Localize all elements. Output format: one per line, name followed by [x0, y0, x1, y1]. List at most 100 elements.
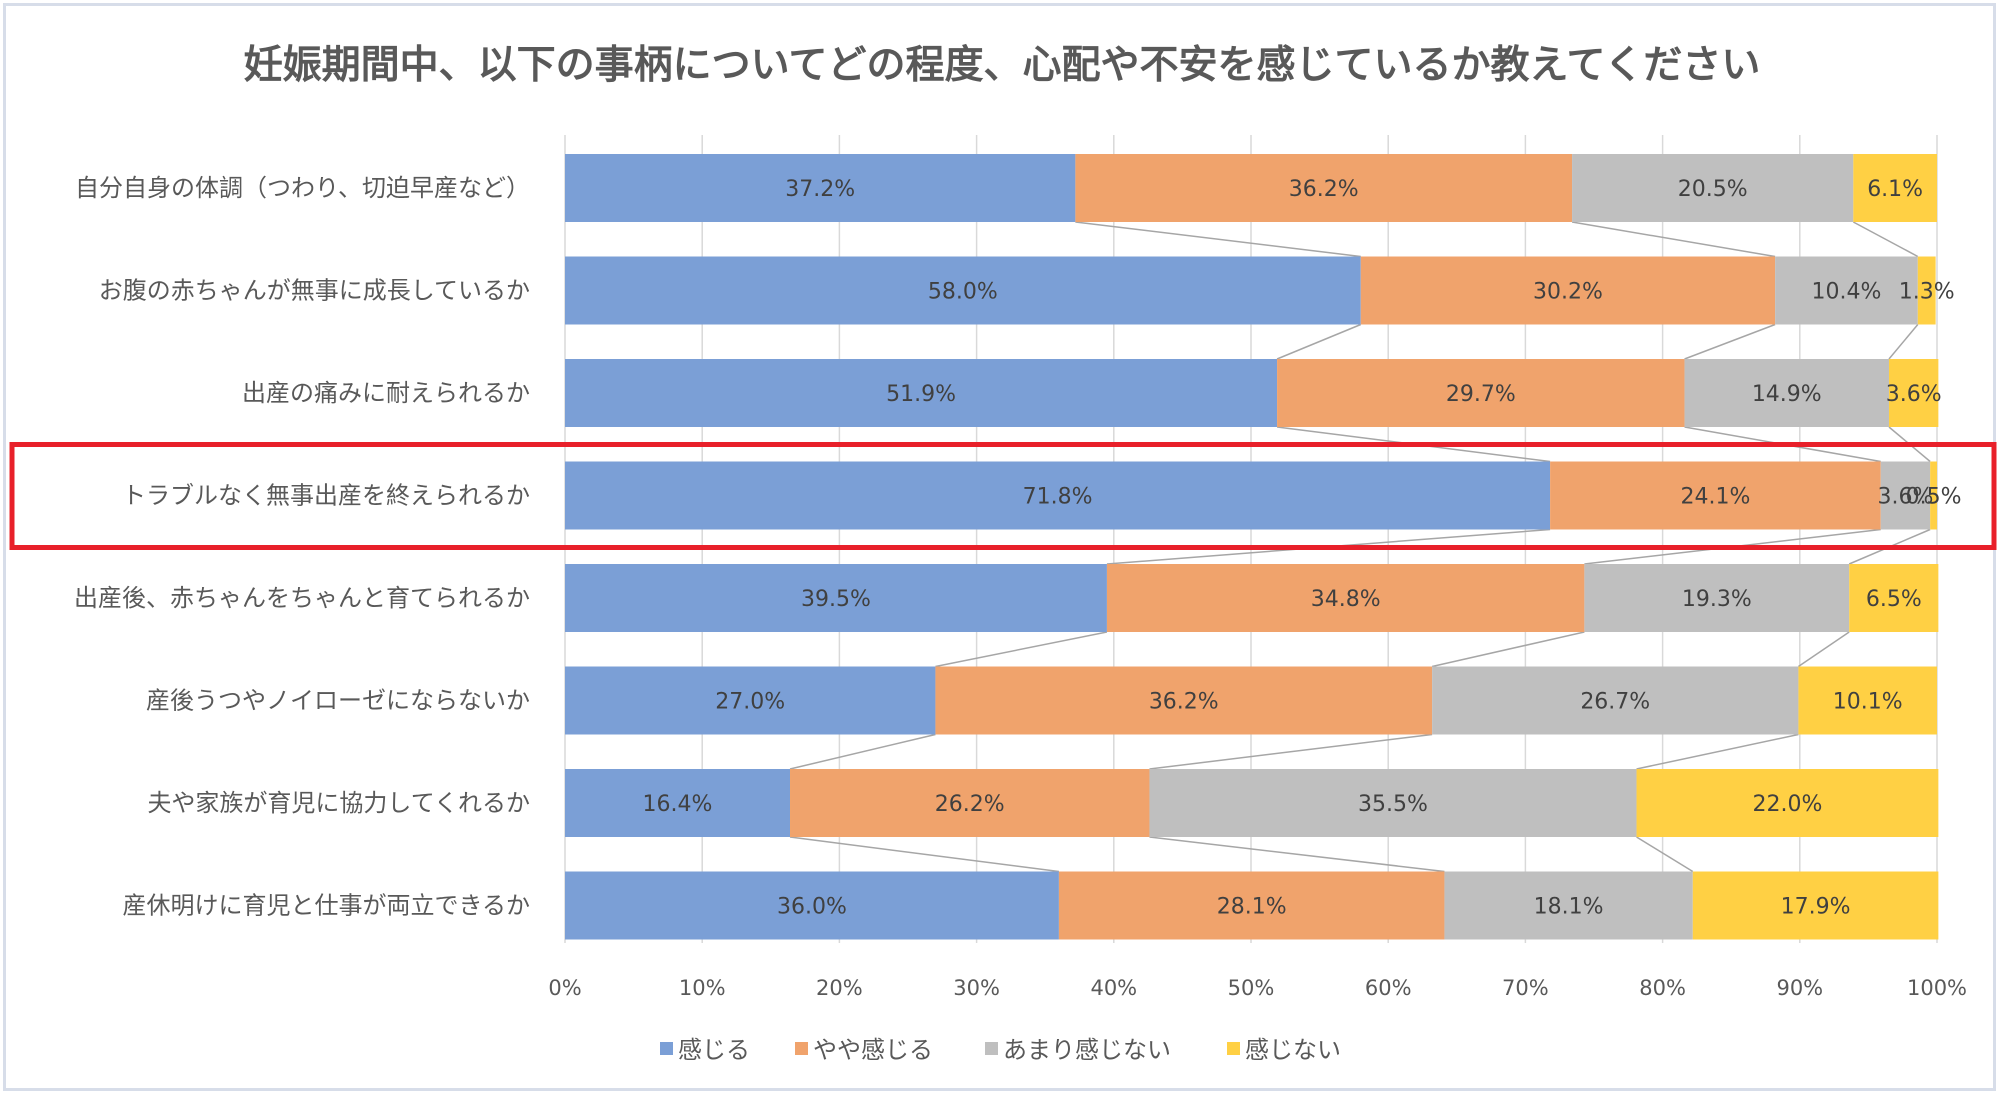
bar-segment	[1550, 461, 1881, 530]
bar-segment	[1692, 871, 1939, 940]
series-line	[1571, 221, 1776, 258]
series-line	[1276, 323, 1362, 360]
series-line	[789, 836, 1060, 873]
data-label: 14.9%	[1752, 382, 1822, 407]
data-label: 27.0%	[715, 690, 785, 715]
data-label: 19.3%	[1682, 587, 1752, 612]
bar-segment	[565, 666, 936, 735]
highlight-rectangle	[9, 442, 1997, 550]
category-label: 産後うつやノイローゼにならないか	[146, 687, 530, 715]
bar-segment	[1149, 769, 1637, 837]
bar-segment	[565, 359, 1278, 427]
series-line	[789, 733, 936, 770]
data-label: 3.6%	[1886, 382, 1942, 407]
x-axis-ticks: 0% 10% 20% 30% 40% 50% 60% 70% 80% 90% 100%	[548, 976, 1967, 1000]
data-label: 0.5%	[1906, 485, 1962, 510]
data-label: 20.5%	[1678, 177, 1748, 202]
bar-segment	[1432, 666, 1799, 735]
series-line	[1149, 733, 1433, 770]
category-label: 産休明けに育児と仕事が両立できるか	[122, 892, 530, 920]
legend-label: 感じる	[678, 1036, 750, 1064]
category-label: お腹の赤ちゃんが無事に成長しているか	[99, 277, 530, 305]
series-line	[1636, 733, 1799, 770]
bar-segment	[1360, 256, 1776, 325]
data-label: 30.2%	[1533, 280, 1603, 305]
bar-segment	[1849, 564, 1939, 632]
data-label: 17.9%	[1781, 895, 1851, 920]
legend-swatch	[1227, 1042, 1240, 1055]
bar-segment	[1444, 871, 1693, 940]
bar-segment	[1636, 769, 1939, 837]
bar-segment	[790, 769, 1150, 837]
bar-segment	[1684, 359, 1889, 427]
data-label: 71.8%	[1023, 485, 1093, 510]
series-line	[1852, 221, 1919, 258]
series-line	[1075, 221, 1361, 258]
data-label: 10.1%	[1833, 690, 1903, 715]
bar-segment	[1930, 461, 1937, 530]
data-label: 35.5%	[1358, 792, 1428, 817]
data-label: 34.8%	[1311, 587, 1381, 612]
series-line	[1431, 631, 1585, 668]
x-tick-label: 80%	[1639, 976, 1686, 1000]
data-label: 37.2%	[785, 177, 855, 202]
data-label: 39.5%	[801, 587, 871, 612]
bar-segment	[1584, 564, 1850, 632]
legend-swatch	[985, 1042, 998, 1055]
category-label: 夫や家族が育児に協力してくれるか	[147, 789, 530, 817]
category-label: トラブルなく無事出産を終えられるか	[122, 482, 530, 510]
data-label: 10.4%	[1812, 280, 1882, 305]
legend-label: やや感じる	[813, 1036, 933, 1064]
x-tick-label: 60%	[1365, 976, 1412, 1000]
data-label: 6.1%	[1867, 177, 1923, 202]
x-tick-label: 100%	[1907, 976, 1967, 1000]
bar-segment	[565, 256, 1361, 325]
category-label: 出産後、赤ちゃんをちゃんと育てられるか	[74, 584, 530, 612]
bar-segment	[1277, 359, 1685, 427]
bar-segment	[935, 666, 1433, 735]
highlight-box	[9, 442, 1997, 550]
data-label: 28.1%	[1217, 895, 1287, 920]
category-labels: 自分自身の体調（つわり、切迫早産など） お腹の赤ちゃんが無事に成長しているか出産の…	[74, 174, 530, 920]
x-tick-label: 0%	[548, 976, 581, 1000]
legend-swatch	[795, 1042, 808, 1055]
data-label: 26.2%	[935, 792, 1005, 817]
bar-segment	[1075, 154, 1573, 222]
bar-segment	[1775, 256, 1918, 325]
bar-segment	[1106, 564, 1585, 632]
x-tick-label: 50%	[1228, 976, 1275, 1000]
x-tick-label: 30%	[953, 976, 1000, 1000]
bar-segment	[1888, 359, 1939, 427]
chart-title: 妊娠期間中、以下の事柄についてどの程度、心配や不安を感じているか教えてください	[244, 43, 1761, 88]
series-line	[1684, 323, 1776, 360]
series-line	[935, 631, 1108, 668]
bar-segment	[1798, 666, 1937, 735]
bar-segment	[1572, 154, 1854, 222]
data-label: 26.7%	[1580, 690, 1650, 715]
data-label: 36.2%	[1289, 177, 1359, 202]
legend: 感じる やや感じる あまり感じない 感じない	[660, 1036, 1341, 1064]
bar-segment	[565, 461, 1551, 530]
category-label: 出産の痛みに耐えられるか	[242, 379, 530, 407]
series-line	[1798, 631, 1850, 668]
legend-label: あまり感じない	[1003, 1036, 1171, 1064]
data-label: 58.0%	[928, 280, 998, 305]
series-line	[1636, 836, 1694, 873]
data-label: 16.4%	[643, 792, 713, 817]
legend-label: 感じない	[1245, 1036, 1341, 1064]
x-tick-label: 70%	[1502, 976, 1549, 1000]
bar-segment	[1917, 256, 1936, 325]
series-line	[1888, 324, 1919, 360]
x-tick-label: 40%	[1090, 976, 1137, 1000]
bar-segment	[565, 154, 1076, 222]
data-label: 18.1%	[1534, 895, 1604, 920]
data-label: 6.5%	[1866, 587, 1922, 612]
x-tick-label: 20%	[816, 976, 863, 1000]
bar-segment	[1058, 871, 1445, 940]
bar-segment	[565, 871, 1059, 940]
data-label: 3.6%	[1877, 485, 1933, 510]
category-label: 自分自身の体調（つわり、切迫早産など）	[75, 174, 530, 202]
data-label: 1.3%	[1899, 280, 1955, 305]
series-line	[1149, 836, 1445, 873]
